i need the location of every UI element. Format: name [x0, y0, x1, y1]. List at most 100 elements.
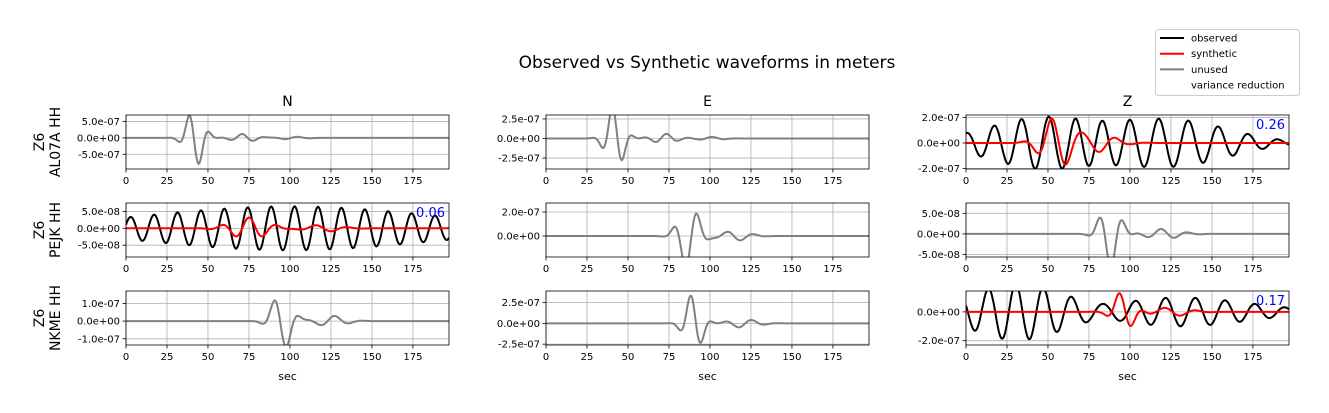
y-tick-label: 0.0e+00	[917, 229, 960, 240]
x-tick-label: 25	[581, 352, 594, 363]
axes-frame	[545, 290, 870, 346]
x-tick-label: 100	[1120, 176, 1139, 187]
y-tick-label: -2.0e-07	[918, 336, 960, 347]
x-tick-label: 150	[362, 264, 381, 275]
y-tick-label: 5.0e-08	[922, 209, 960, 220]
x-tick-label: 100	[1120, 264, 1139, 275]
unused-trace	[126, 115, 449, 166]
panel-E-row1: 0 25 50 75 100 125 150 175 2.0e-07 0.0e+00	[497, 202, 870, 275]
x-tick-label: 125	[321, 352, 340, 363]
x-tick-label: 100	[700, 176, 719, 187]
x-tick-label: 150	[782, 264, 801, 275]
column-title-Z: Z	[1123, 94, 1133, 110]
variance-reduction-value: 0.26	[1256, 118, 1285, 133]
row-network-label: Z6	[32, 133, 48, 152]
x-tick-label: 50	[202, 264, 215, 275]
observed-trace	[966, 115, 1289, 169]
y-tick-label: 0.0e+00	[77, 133, 120, 144]
y-tick-label: -2.0e-07	[918, 164, 960, 175]
unused-trace	[966, 216, 1289, 257]
column-title-E: E	[703, 94, 712, 110]
y-tick-label: -1.0e-07	[78, 334, 120, 345]
x-axis-label: sec	[698, 370, 717, 383]
y-tick-label: 2.5e-07	[502, 114, 540, 125]
x-tick-label: 75	[663, 264, 676, 275]
synthetic-trace	[966, 292, 1289, 328]
panel-Z-row1: 0 25 50 75 100 125 150 175 5.0e-08 0.0e+00 -5.0e-0…	[917, 202, 1290, 275]
panel-N-row2: 0 25 50 75 100 125 150 175 1.0e-07 0.0e+00 -1.0e-0…	[77, 290, 450, 383]
y-tick-label: 0.0e+00	[497, 319, 540, 330]
x-tick-label: 25	[1001, 176, 1014, 187]
synthetic-trace	[966, 117, 1289, 166]
x-axis-label: sec	[278, 370, 297, 383]
x-tick-label: 0	[123, 264, 129, 275]
x-tick-label: 175	[823, 352, 842, 363]
y-tick-label: 5.0e-07	[82, 117, 120, 128]
x-tick-label: 50	[202, 352, 215, 363]
legend-entry-variance-reduction: variance reduction	[1191, 81, 1285, 92]
x-tick-label: 50	[1042, 176, 1055, 187]
x-tick-label: 25	[161, 264, 174, 275]
x-tick-label: 125	[741, 352, 760, 363]
y-tick-label: 0.0e+00	[497, 232, 540, 243]
legend-entry-observed: observed	[1191, 34, 1237, 45]
panel-N-row1: 0 25 50 75 100 125 150 175 5.0e-08 0.0e+00 -5.0e-0…	[77, 202, 450, 275]
x-tick-label: 0	[543, 352, 549, 363]
column-title-N: N	[282, 94, 292, 110]
axes-frame	[125, 114, 450, 170]
x-tick-label: 50	[622, 264, 635, 275]
x-tick-label: 175	[403, 176, 422, 187]
x-tick-label: 50	[1042, 264, 1055, 275]
y-tick-label: 0.0e+00	[77, 224, 120, 235]
x-tick-label: 125	[741, 264, 760, 275]
row-station-label: AL07A HH	[48, 107, 64, 177]
y-tick-label: 0.0e+00	[497, 134, 540, 145]
synthetic-trace	[126, 216, 449, 238]
row-network-label: Z6	[32, 221, 48, 240]
x-tick-label: 175	[1243, 264, 1262, 275]
row-station-label: NKME HH	[48, 285, 64, 351]
x-tick-label: 125	[321, 264, 340, 275]
y-tick-label: -5.0e-07	[78, 150, 120, 161]
y-tick-label: -2.5e-07	[498, 340, 540, 351]
x-tick-label: 0	[543, 264, 549, 275]
y-tick-label: 1.0e-07	[82, 299, 120, 310]
y-tick-label: 0.0e+00	[917, 138, 960, 149]
axes-frame	[125, 202, 450, 258]
x-tick-label: 50	[622, 176, 635, 187]
x-tick-label: 125	[1161, 352, 1180, 363]
x-tick-label: 150	[782, 176, 801, 187]
x-tick-label: 100	[280, 264, 299, 275]
y-tick-label: 2.0e-07	[922, 113, 960, 124]
x-tick-label: 75	[1083, 176, 1096, 187]
y-tick-label: -5.0e-08	[918, 250, 960, 261]
y-tick-label: 2.5e-07	[502, 298, 540, 309]
unused-trace	[546, 115, 869, 162]
x-tick-label: 25	[1001, 352, 1014, 363]
x-tick-label: 25	[161, 176, 174, 187]
axes-frame	[965, 202, 1290, 258]
x-tick-label: 150	[1202, 352, 1221, 363]
unused-trace	[126, 299, 449, 345]
x-tick-label: 0	[543, 176, 549, 187]
legend-entry-unused: unused	[1191, 65, 1228, 76]
x-tick-label: 100	[700, 264, 719, 275]
observed-trace	[126, 205, 449, 252]
legend-frame	[1155, 29, 1300, 96]
x-tick-label: 175	[403, 264, 422, 275]
x-tick-label: 150	[1202, 264, 1221, 275]
x-tick-label: 150	[362, 352, 381, 363]
x-tick-label: 0	[963, 176, 969, 187]
axes-frame	[965, 290, 1290, 346]
y-tick-label: -5.0e-08	[78, 241, 120, 252]
x-tick-label: 0	[963, 352, 969, 363]
x-tick-label: 125	[741, 176, 760, 187]
x-tick-label: 175	[823, 176, 842, 187]
panel-N-row0: 0 25 50 75 100 125 150 175 5.0e-07 0.0e+00 -5.0e-0…	[77, 94, 450, 187]
panel-Z-row0: 0 25 50 75 100 125 150 175 2.0e-07 0.0e+00 -2.0e-0…	[917, 94, 1290, 187]
variance-reduction-value: 0.17	[1256, 294, 1285, 309]
variance-reduction-value: 0.06	[416, 206, 445, 221]
x-tick-label: 75	[1083, 264, 1096, 275]
x-tick-label: 50	[622, 352, 635, 363]
x-tick-label: 100	[280, 352, 299, 363]
